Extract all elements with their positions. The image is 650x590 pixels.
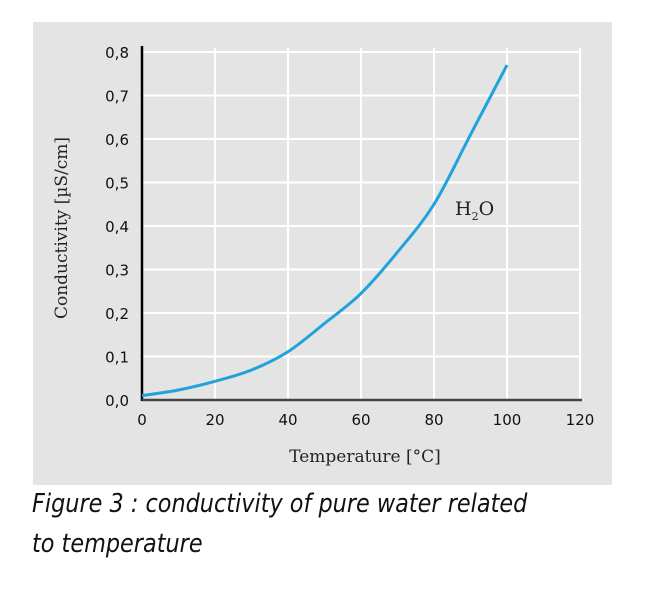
x-tick-label: 20 xyxy=(205,411,224,429)
x-tick-label: 60 xyxy=(351,411,370,429)
y-tick-label: 0,2 xyxy=(105,305,129,323)
series-label-h2o: H2O xyxy=(455,198,494,223)
y-tick-label: 0,8 xyxy=(105,44,129,62)
series-line-h2o xyxy=(141,64,509,398)
figure-caption: Figure 3 : conductivity of pure water re… xyxy=(32,489,528,559)
x-tick-label: 120 xyxy=(566,411,595,429)
y-tick-label: 0,3 xyxy=(105,262,129,280)
y-tick-label: 0,4 xyxy=(105,218,129,236)
y-axis-label: Conductivity [µS/cm] xyxy=(52,137,72,319)
x-tick-label: 80 xyxy=(424,411,443,429)
x-tick-label: 40 xyxy=(278,411,297,429)
x-tick-label: 0 xyxy=(137,411,147,429)
y-tick-label: 0,5 xyxy=(105,175,129,193)
y-tick-label: 0,7 xyxy=(105,88,129,106)
y-tick-label: 0,6 xyxy=(105,131,129,149)
x-tick-label: 100 xyxy=(493,411,522,429)
y-tick-label: 0,0 xyxy=(105,392,129,410)
y-tick-label: 0,1 xyxy=(105,349,129,367)
chart-panel xyxy=(33,22,612,485)
x-axis-label: Temperature [°C] xyxy=(289,447,441,467)
